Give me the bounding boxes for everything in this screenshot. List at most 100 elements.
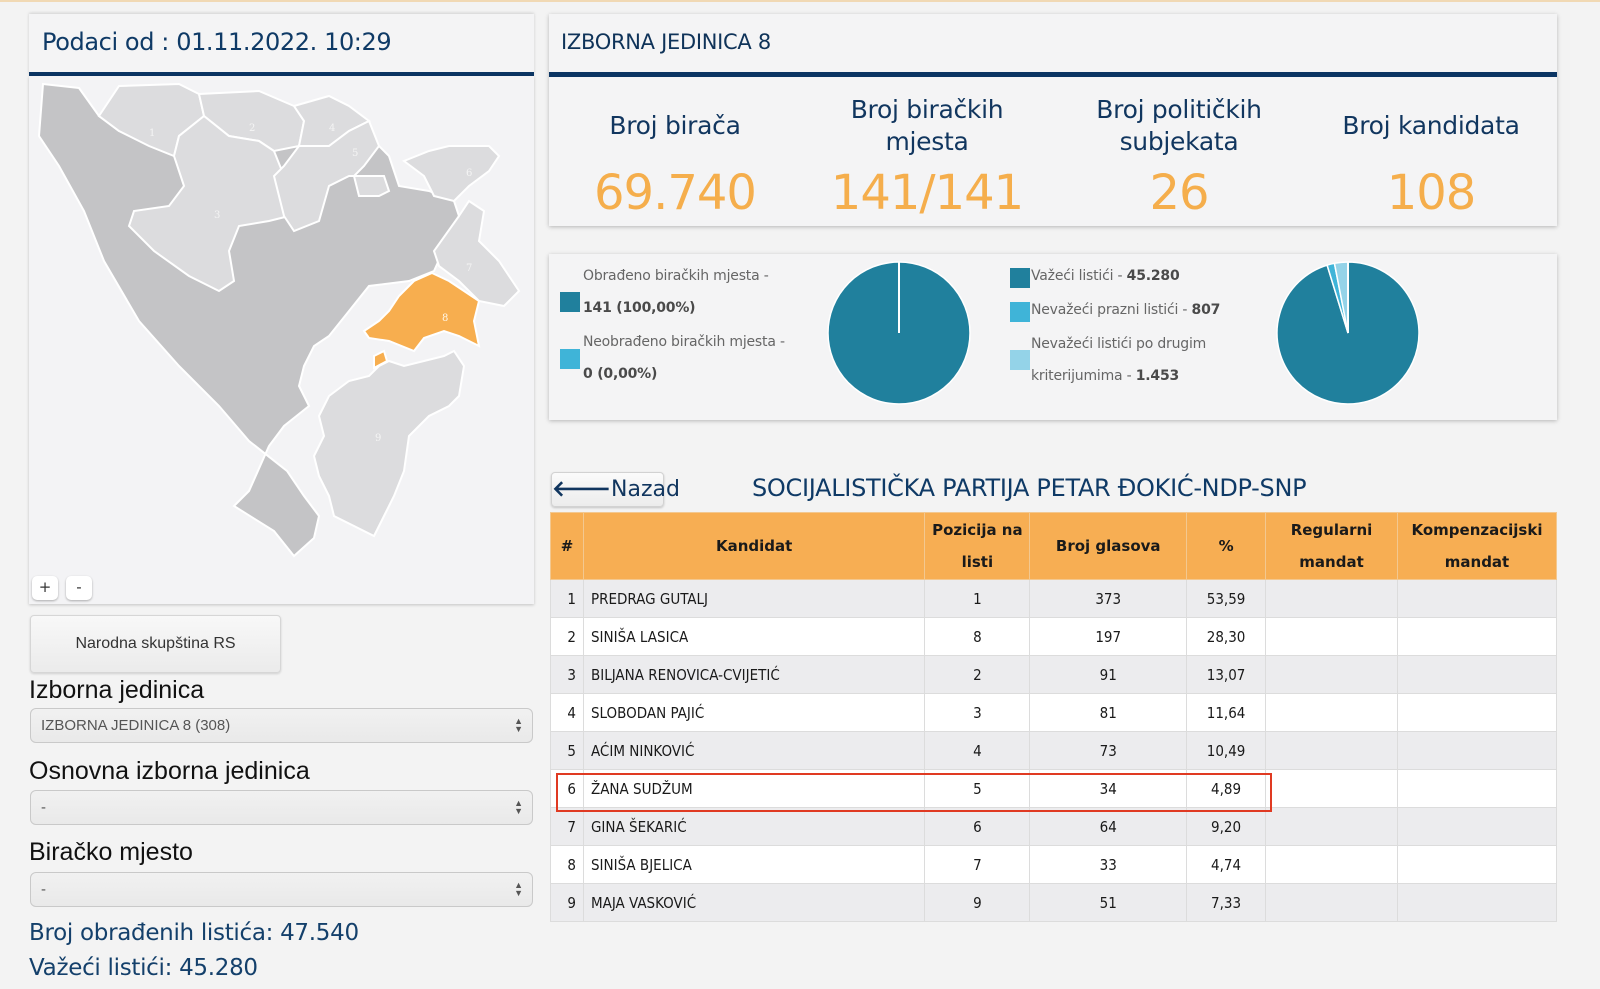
candidate-name: MAJA VASKOVIĆ: [582, 883, 926, 922]
map-region-9[interactable]: [312, 349, 466, 538]
map-label-1: 1: [149, 128, 155, 139]
stat-value: 141/141: [830, 165, 1024, 221]
table-row[interactable]: 7 GINA ŠEKARIĆ 6 64 9,20: [550, 807, 1557, 846]
row-number: 3: [550, 655, 584, 694]
vote-count: 81: [1029, 693, 1188, 732]
map-label-4: 4: [329, 123, 335, 134]
vote-count: 51: [1029, 883, 1188, 922]
vote-count: 73: [1029, 731, 1188, 770]
map-region-6[interactable]: [401, 145, 501, 203]
regular-mandate: [1265, 883, 1398, 922]
vote-percent: 28,30: [1186, 617, 1267, 656]
list-position: 4: [924, 731, 1031, 770]
regular-mandate: [1265, 693, 1398, 732]
table-row[interactable]: 5 AĆIM NINKOVIĆ 4 73 10,49: [550, 731, 1557, 770]
electoral-unit-panel: IZBORNA JEDINICA 8 Broj birača 69.740 Br…: [549, 14, 1557, 226]
list-position: 1: [924, 579, 1031, 618]
vote-percent: 4,74: [1186, 845, 1267, 884]
row-number: 2: [550, 617, 584, 656]
col-header-number[interactable]: #: [550, 512, 584, 580]
map-label-8: 8: [442, 313, 448, 324]
map-label-2: 2: [249, 123, 255, 134]
table-header-row: # Kandidat Pozicija na listi Broj glasov…: [550, 512, 1557, 580]
back-button[interactable]: 🡐Nazad: [551, 472, 680, 507]
biracko-mjesto-label: Biračko mjesto: [29, 838, 193, 866]
vote-count: 197: [1029, 617, 1188, 656]
compensatory-mandate: [1397, 883, 1557, 922]
regular-mandate: [1265, 769, 1398, 808]
stat-label: Broj političkih subjekata: [1096, 95, 1262, 156]
candidate-name: ŽANA SUDŽUM: [582, 769, 926, 808]
regular-mandate: [1265, 655, 1398, 694]
stat-label: Broj kandidata: [1342, 111, 1520, 140]
table-row[interactable]: 6 ŽANA SUDŽUM 5 34 4,89: [550, 769, 1557, 808]
biracko-mjesto-value: -: [41, 881, 46, 898]
col-header-compensatory-mandate[interactable]: Kompenzacijski mandat: [1397, 512, 1557, 580]
stat-voters: Broj birača 69.740: [549, 77, 801, 226]
map-label-7: 7: [466, 263, 472, 274]
map-label-3: 3: [214, 210, 220, 221]
stat-value: 69.740: [594, 165, 757, 221]
map-region-3[interactable]: [127, 114, 311, 293]
legend-unprocessed-text: Neobrađeno biračkih mjesta -: [583, 334, 785, 350]
table-row[interactable]: 1 PREDRAG GUTALJ 1 373 53,59: [550, 579, 1557, 618]
legend-invalid-empty-text: Nevažeći prazni listići -: [1031, 302, 1192, 318]
col-header-regular-mandate[interactable]: Regularni mandat: [1265, 512, 1398, 580]
legend-swatch-invalid-empty: [1010, 302, 1030, 322]
party-title: SOCIJALISTIČKA PARTIJA PETAR ĐOKIĆ-NDP-S…: [752, 474, 1307, 502]
legend-invalid-other-value: 1.453: [1135, 368, 1180, 384]
map-panel[interactable]: 1 2 3 4 5 6 7 8 9 + -: [29, 76, 534, 604]
row-number: 6: [550, 769, 584, 808]
table-row[interactable]: 8 SINIŠA BJELICA 7 33 4,74: [550, 845, 1557, 884]
pie-chart-ballots: [1276, 261, 1420, 405]
osnovna-izborna-jedinica-select[interactable]: - ▲ ▼: [30, 790, 533, 825]
narodna-skupstina-button[interactable]: Narodna skupština RS: [30, 615, 281, 673]
compensatory-mandate: [1397, 807, 1557, 846]
vote-count: 373: [1029, 579, 1188, 618]
compensatory-mandate: [1397, 693, 1557, 732]
map-region-5[interactable]: [272, 119, 391, 233]
table-row[interactable]: 4 SLOBODAN PAJIĆ 3 81 11,64: [550, 693, 1557, 732]
list-position: 3: [924, 693, 1031, 732]
candidates-table: # Kandidat Pozicija na listi Broj glasov…: [550, 512, 1557, 922]
col-header-percent[interactable]: %: [1186, 512, 1267, 580]
map-zoom-in-button[interactable]: +: [32, 576, 58, 600]
table-row[interactable]: 3 BILJANA RENOVICA-CVIJETIĆ 2 91 13,07: [550, 655, 1557, 694]
list-position: 5: [924, 769, 1031, 808]
legend-unprocessed-value: 0 (0,00%): [583, 366, 658, 382]
compensatory-mandate: [1397, 655, 1557, 694]
map-label-5: 5: [352, 148, 358, 159]
map-region-8[interactable]: [362, 271, 481, 353]
legend-processed-text: Obrađeno biračkih mjesta -: [583, 268, 769, 284]
list-position: 9: [924, 883, 1031, 922]
candidate-name: SINIŠA LASICA: [582, 617, 926, 656]
legend-valid-text: Važeći listići -: [1031, 268, 1127, 284]
compensatory-mandate: [1397, 731, 1557, 770]
table-row[interactable]: 2 SINIŠA LASICA 8 197 28,30: [550, 617, 1557, 656]
election-map[interactable]: 1 2 3 4 5 6 7 8 9: [29, 76, 534, 604]
stat-value: 26: [1149, 165, 1209, 221]
map-zoom-out-button[interactable]: -: [66, 576, 92, 600]
vote-percent: 9,20: [1186, 807, 1267, 846]
col-header-votes[interactable]: Broj glasova: [1029, 512, 1188, 580]
stat-candidates: Broj kandidata 108: [1305, 77, 1557, 226]
map-region-7[interactable]: [432, 199, 521, 308]
compensatory-mandate: [1397, 845, 1557, 884]
table-row[interactable]: 9 MAJA VASKOVIĆ 9 51 7,33: [550, 883, 1557, 922]
row-number: 9: [550, 883, 584, 922]
izborna-jedinica-select[interactable]: IZBORNA JEDINICA 8 (308) ▲ ▼: [30, 708, 533, 743]
stat-label: Broj biračkih mjesta: [850, 95, 1004, 156]
candidate-name: SINIŠA BJELICA: [582, 845, 926, 884]
legend-valid: Važeći listići - 45.280: [1031, 268, 1180, 284]
biracko-mjesto-select[interactable]: - ▲ ▼: [30, 872, 533, 907]
legend-swatch-invalid-other: [1010, 350, 1030, 370]
arrow-left-icon: 🡐: [552, 477, 611, 502]
stat-political-subjects: Broj političkih subjekata 26: [1053, 77, 1305, 226]
legend-swatch-unprocessed: [560, 349, 580, 369]
row-number: 4: [550, 693, 584, 732]
map-label-9: 9: [375, 433, 381, 444]
col-header-list-position[interactable]: Pozicija na listi: [924, 512, 1031, 580]
col-header-candidate[interactable]: Kandidat: [582, 512, 926, 580]
vote-percent: 11,64: [1186, 693, 1267, 732]
regular-mandate: [1265, 845, 1398, 884]
